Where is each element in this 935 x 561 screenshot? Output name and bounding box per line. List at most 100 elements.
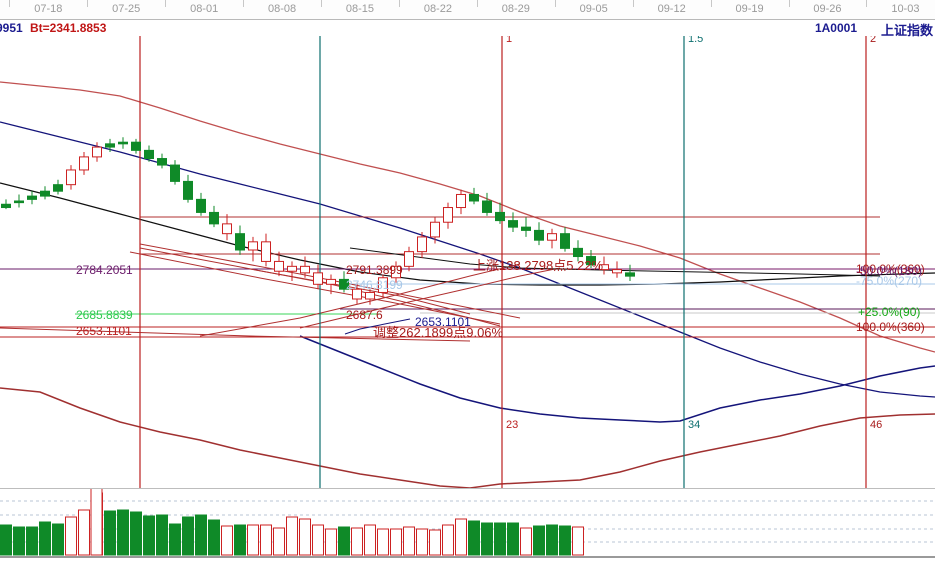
- candle-body: [105, 143, 115, 148]
- candlestick: [313, 264, 323, 290]
- indicator-code: 9951: [0, 21, 23, 35]
- price-label-2653-left: 2653.1101: [76, 324, 132, 338]
- volume-bar: [104, 510, 116, 556]
- candle-body: [495, 211, 505, 222]
- candlestick: [378, 274, 388, 298]
- fan-line-6: [129, 251, 501, 325]
- candlestick: [183, 174, 193, 203]
- candle-body: [534, 229, 544, 241]
- symbol-name: 上证指数: [880, 23, 933, 38]
- date-tick-separator: [398, 0, 400, 7]
- candlestick: [586, 250, 596, 268]
- candle-body: [521, 226, 531, 231]
- candlestick: [560, 227, 570, 252]
- candlestick: [456, 189, 466, 215]
- candle-body: [482, 200, 492, 213]
- volume-bar: [429, 529, 441, 556]
- volume-bar: [533, 525, 545, 556]
- price-label-2746: 2746.8199: [346, 278, 403, 292]
- candle-body: [456, 193, 466, 209]
- candle-body: [222, 223, 232, 235]
- volume-bar: [0, 524, 12, 556]
- candle-body: [40, 190, 50, 197]
- candlestick: [612, 261, 622, 278]
- price-label-2685: 2685.8839: [76, 308, 133, 322]
- volume-bar: [39, 521, 51, 556]
- cycle-marker-top-1: 1: [506, 36, 513, 45]
- candle-body: [573, 247, 583, 258]
- pointer-line-2653: [344, 318, 411, 335]
- volume-chart-pane[interactable]: [0, 488, 935, 561]
- candle-body: [404, 251, 414, 267]
- date-tick: 09-05: [579, 3, 608, 15]
- volume-bar: [169, 523, 181, 556]
- volume-bar: [65, 516, 77, 556]
- candlestick: [27, 191, 37, 205]
- volume-bar: [26, 526, 38, 556]
- candle-body: [196, 198, 206, 213]
- date-tick: 08-01: [190, 3, 219, 15]
- volume-bar: [455, 518, 467, 556]
- volume-bar: [442, 524, 454, 556]
- candle-body: [274, 260, 284, 272]
- fan-line-2: [249, 268, 471, 315]
- candle-body: [92, 146, 102, 158]
- date-tick: 09-26: [813, 3, 842, 15]
- candlestick: [404, 246, 414, 272]
- candlestick: [261, 233, 271, 267]
- candle-body: [339, 278, 349, 290]
- candlestick: [326, 274, 336, 295]
- volume-bar: [390, 528, 402, 556]
- candlestick: [274, 251, 284, 277]
- candle-body: [66, 169, 76, 186]
- candlestick: [14, 194, 24, 208]
- volume-bar: [468, 520, 480, 556]
- candle-body: [469, 193, 479, 202]
- volume-bar: [182, 516, 194, 556]
- volume-bar: [364, 524, 376, 556]
- volume-bar: [221, 525, 233, 556]
- volume-bar: [273, 527, 285, 556]
- fib-label-100-top: 100.0%(360): [856, 262, 925, 276]
- candlestick: [40, 186, 50, 200]
- date-tick: 08-22: [423, 3, 452, 15]
- fan-line-5: [139, 243, 521, 319]
- candle-body: [53, 184, 63, 192]
- date-tick-separator: [9, 0, 11, 7]
- date-tick-separator: [866, 0, 868, 7]
- candle-body: [560, 233, 570, 249]
- volume-bar: [117, 509, 129, 556]
- candle-body: [300, 265, 310, 274]
- date-tick-separator: [165, 0, 167, 7]
- date-axis: 07-18 07-25 08-01 08-08 08-15 08-22 08-29 09-05…: [0, 0, 935, 20]
- candle-body: [261, 241, 271, 262]
- candle-body: [1, 203, 11, 209]
- volume-bar: [481, 522, 493, 556]
- candlestick: [547, 228, 557, 249]
- header-info-line: 9951 Bt=2341.8853 1A0001 上证指数: [0, 21, 935, 38]
- candlestick: [365, 289, 375, 305]
- candle-body: [131, 141, 141, 151]
- fan-line-3: [299, 267, 561, 329]
- candle-body: [313, 272, 323, 285]
- cycle-marker-top-1-5: 1.5: [688, 36, 704, 45]
- candle-body: [378, 277, 388, 293]
- candle-body: [144, 149, 154, 160]
- fib-label-75: -75.0%(270): [856, 274, 923, 288]
- volume-bar: [338, 526, 350, 556]
- candle-body: [612, 269, 622, 274]
- candlestick: [534, 222, 544, 246]
- candlestick: [209, 205, 219, 228]
- candlestick: [105, 138, 115, 152]
- candle-body: [235, 233, 245, 251]
- candlestick: [430, 217, 440, 244]
- date-tick-separator: [788, 0, 790, 7]
- volume-bar: [520, 527, 532, 556]
- candle-body: [209, 211, 219, 225]
- candle-body: [157, 158, 167, 166]
- candle-body: [586, 256, 596, 266]
- price-chart-pane[interactable]: 2784.2051 2685.8839 2653.1101 2791.3899 …: [0, 36, 935, 488]
- candlestick: [508, 212, 518, 233]
- candlestick: [352, 282, 362, 304]
- candlestick: [573, 240, 583, 262]
